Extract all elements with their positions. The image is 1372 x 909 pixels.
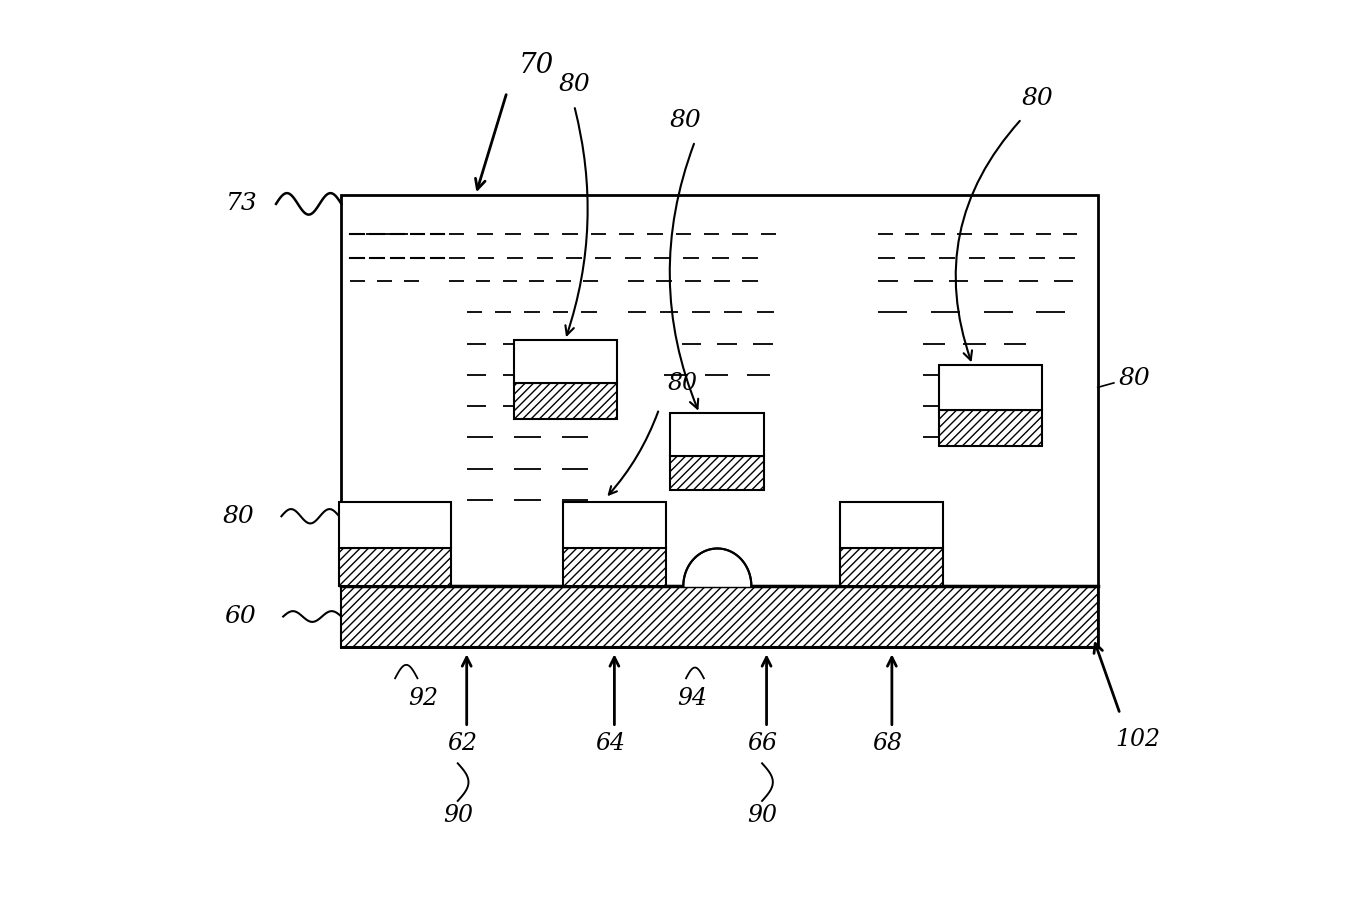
Text: 70: 70 xyxy=(519,52,554,78)
Bar xyxy=(841,502,944,548)
Text: 60: 60 xyxy=(225,605,257,628)
Bar xyxy=(671,456,764,490)
Text: 92: 92 xyxy=(409,687,439,710)
Text: 80: 80 xyxy=(222,504,255,528)
Polygon shape xyxy=(353,542,438,586)
Text: 64: 64 xyxy=(595,732,624,755)
Bar xyxy=(339,548,451,586)
Bar xyxy=(938,410,1041,445)
Bar xyxy=(342,195,1098,647)
Text: 66: 66 xyxy=(748,732,777,755)
Text: 102: 102 xyxy=(1115,727,1161,751)
Text: 80: 80 xyxy=(670,109,702,133)
Bar xyxy=(342,586,1098,647)
Text: 80: 80 xyxy=(1022,87,1054,110)
Bar xyxy=(563,548,665,586)
Text: 68: 68 xyxy=(873,732,903,755)
Bar xyxy=(671,414,764,456)
Bar xyxy=(938,365,1041,410)
Text: 80: 80 xyxy=(1118,367,1150,390)
Text: 73: 73 xyxy=(226,193,258,215)
Bar xyxy=(513,383,616,419)
Text: 90: 90 xyxy=(748,804,777,826)
Bar xyxy=(841,548,944,586)
Bar xyxy=(339,502,451,548)
Text: 90: 90 xyxy=(443,804,473,826)
Text: 80: 80 xyxy=(668,373,698,395)
Bar xyxy=(513,340,616,383)
Polygon shape xyxy=(573,543,654,586)
Polygon shape xyxy=(852,543,932,586)
Bar xyxy=(563,502,665,548)
Polygon shape xyxy=(683,548,752,586)
Text: 62: 62 xyxy=(447,732,477,755)
Text: 80: 80 xyxy=(558,74,590,96)
Text: 94: 94 xyxy=(676,687,707,710)
